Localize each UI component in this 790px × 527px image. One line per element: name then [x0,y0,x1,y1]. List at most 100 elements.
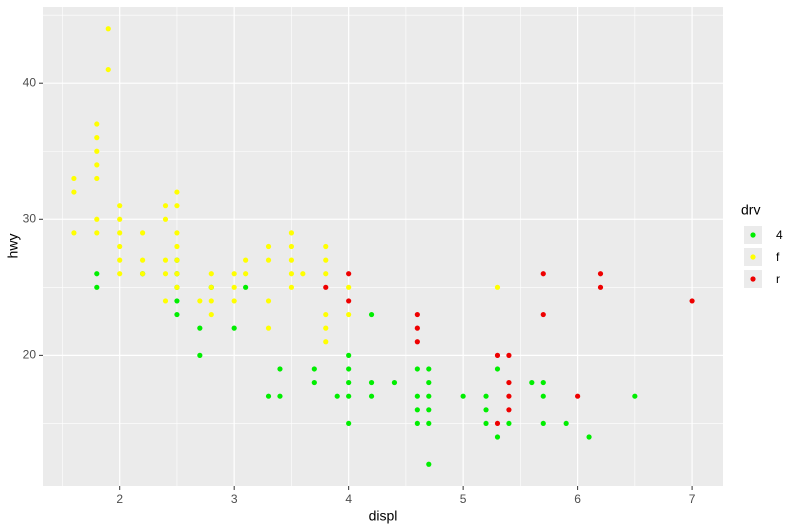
point [586,434,592,440]
point [208,311,214,318]
point [174,203,180,209]
point [506,379,512,386]
point [597,271,604,277]
point [414,311,420,318]
point [174,284,180,290]
point [117,216,123,222]
point [346,366,352,372]
point [94,230,100,236]
point [139,230,146,236]
x-tick-label: 2 [116,492,123,506]
point [368,379,375,386]
point [94,148,100,154]
point [346,311,352,318]
point [346,298,352,304]
x-tick-label: 3 [231,492,238,506]
legend-label: f [776,250,780,264]
point [323,271,329,277]
point [414,325,420,331]
point [231,298,237,304]
point [540,311,546,318]
point [94,135,100,141]
point [162,216,169,222]
point [94,216,100,222]
point [414,407,420,413]
point [368,311,375,318]
x-tick-label: 4 [345,492,352,506]
point [208,298,214,304]
point [105,26,111,32]
point [689,298,695,304]
point [563,420,569,427]
legend-marker [750,254,756,260]
point [597,284,604,290]
point [197,298,203,304]
point [506,352,512,358]
point [460,393,466,399]
point [494,366,501,372]
point [117,203,123,209]
point [208,271,214,277]
point [368,393,375,399]
point [494,352,501,358]
point [494,420,501,427]
point [506,393,512,399]
point [243,284,249,290]
point [94,175,100,182]
x-tick-label: 7 [689,492,696,506]
point [162,298,169,304]
point [71,175,77,182]
point [288,243,295,250]
point [311,379,317,386]
point [162,271,169,277]
point [288,257,295,263]
point [414,366,420,372]
point [323,339,329,345]
point [265,298,272,304]
point [231,325,237,331]
point [277,366,283,372]
point [540,393,546,399]
point [391,379,398,386]
point [288,271,295,277]
point [540,420,546,427]
point [323,311,329,318]
point [346,271,352,277]
point [426,366,432,372]
y-axis-title: hwy [5,234,21,259]
point [94,271,100,277]
point [94,284,100,290]
point [575,393,581,399]
point [243,271,249,277]
point [174,271,180,277]
point [346,420,352,427]
point [117,271,123,277]
point [323,325,329,331]
point [540,379,546,386]
point [231,271,237,277]
point [197,325,203,331]
legend-marker [750,232,756,238]
point [346,352,352,358]
point [117,243,123,250]
point [426,379,432,386]
point [117,230,123,236]
point [105,66,111,73]
point [346,393,352,399]
panel [43,7,723,486]
point [277,393,283,399]
point [494,284,501,290]
legend-label: 4 [776,228,783,242]
point [414,339,420,345]
point [162,203,169,209]
point [414,393,420,399]
point [414,420,420,427]
point [71,189,77,195]
x-tick-label: 6 [574,492,581,506]
point [529,379,535,386]
point [139,257,146,263]
point [426,461,432,467]
point [300,271,306,277]
point [483,407,489,413]
